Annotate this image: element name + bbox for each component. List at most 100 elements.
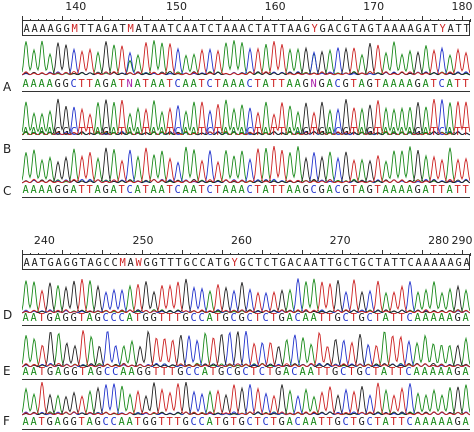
base: A [286,416,293,428]
base: A [406,184,413,196]
base: T [399,257,406,269]
base: T [198,78,205,90]
base: C [206,126,213,138]
base: T [134,312,141,324]
base: Y [231,257,238,269]
base: A [55,257,62,269]
row-label-b: B [3,142,12,156]
trace-a [22,40,470,76]
base: T [266,366,273,378]
base: A [383,257,390,269]
base: T [38,312,45,324]
base: A [287,257,294,269]
base: G [279,257,286,269]
base: G [334,416,341,428]
chromatogram-svg [22,382,470,416]
base: A [462,416,469,428]
base: A [311,257,318,269]
base: A [299,366,306,378]
base: C [70,78,77,90]
base: T [166,416,173,428]
base: A [302,312,309,324]
position-ruler: 140 150 160 170 180 [22,0,473,23]
base: G [54,184,61,196]
base: A [423,257,430,269]
base: T [350,126,357,138]
base: C [103,257,110,269]
base: A [30,366,37,378]
base: A [382,184,389,196]
base: A [150,184,157,196]
ruler-tick-label: 250 [132,234,154,247]
base: T [270,312,277,324]
base: C [246,184,253,196]
base: T [79,257,86,269]
base: T [390,416,397,428]
base: G [142,312,149,324]
base: C [340,366,346,378]
base: T [255,257,262,269]
base: A [414,416,421,428]
trace-g [22,278,470,314]
base: C [226,366,232,378]
base: T [142,126,149,138]
base: T [430,78,437,90]
base: G [102,78,109,90]
base: T [198,126,205,138]
base: A [446,184,453,196]
base: A [94,78,101,90]
chromatogram-svg [22,98,470,136]
base: A [206,312,213,324]
base: G [62,126,69,138]
base: N [310,78,317,90]
trace-a [22,278,470,314]
base: T [79,23,86,35]
chromatogram-trace-c [22,144,470,184]
base: T [350,78,357,90]
base: A [262,184,269,196]
base: A [398,78,405,90]
base: G [54,126,61,138]
base: C [118,312,125,324]
base: A [307,366,314,378]
base: T [38,416,45,428]
row-divider [22,429,470,430]
base: C [193,366,200,378]
base: T [79,366,86,378]
base: A [158,126,165,138]
base: A [30,312,37,324]
base: A [87,366,94,378]
base: T [167,257,174,269]
base: T [463,23,470,35]
ruler-tick-label: 180 [451,0,473,13]
base: A [422,126,429,138]
base: A [191,23,198,35]
base: T [454,78,461,90]
base: G [95,366,102,378]
base: A [446,126,453,138]
base: C [258,366,265,378]
base: C [334,184,341,196]
base: A [128,366,135,378]
base: A [126,416,133,428]
base: A [263,23,270,35]
base: T [350,184,357,196]
base: T [279,23,286,35]
base: G [182,312,189,324]
base: G [62,416,69,428]
base: T [78,312,85,324]
base: T [323,366,330,378]
base: G [94,416,101,428]
base: A [47,23,54,35]
base: G [177,366,183,378]
base: A [223,23,230,35]
base: C [206,78,213,90]
base: T [142,78,149,90]
base: A [127,257,134,269]
base: G [366,78,373,90]
base: C [247,23,254,35]
base: A [206,416,213,428]
base: C [366,416,373,428]
base: A [23,257,30,269]
